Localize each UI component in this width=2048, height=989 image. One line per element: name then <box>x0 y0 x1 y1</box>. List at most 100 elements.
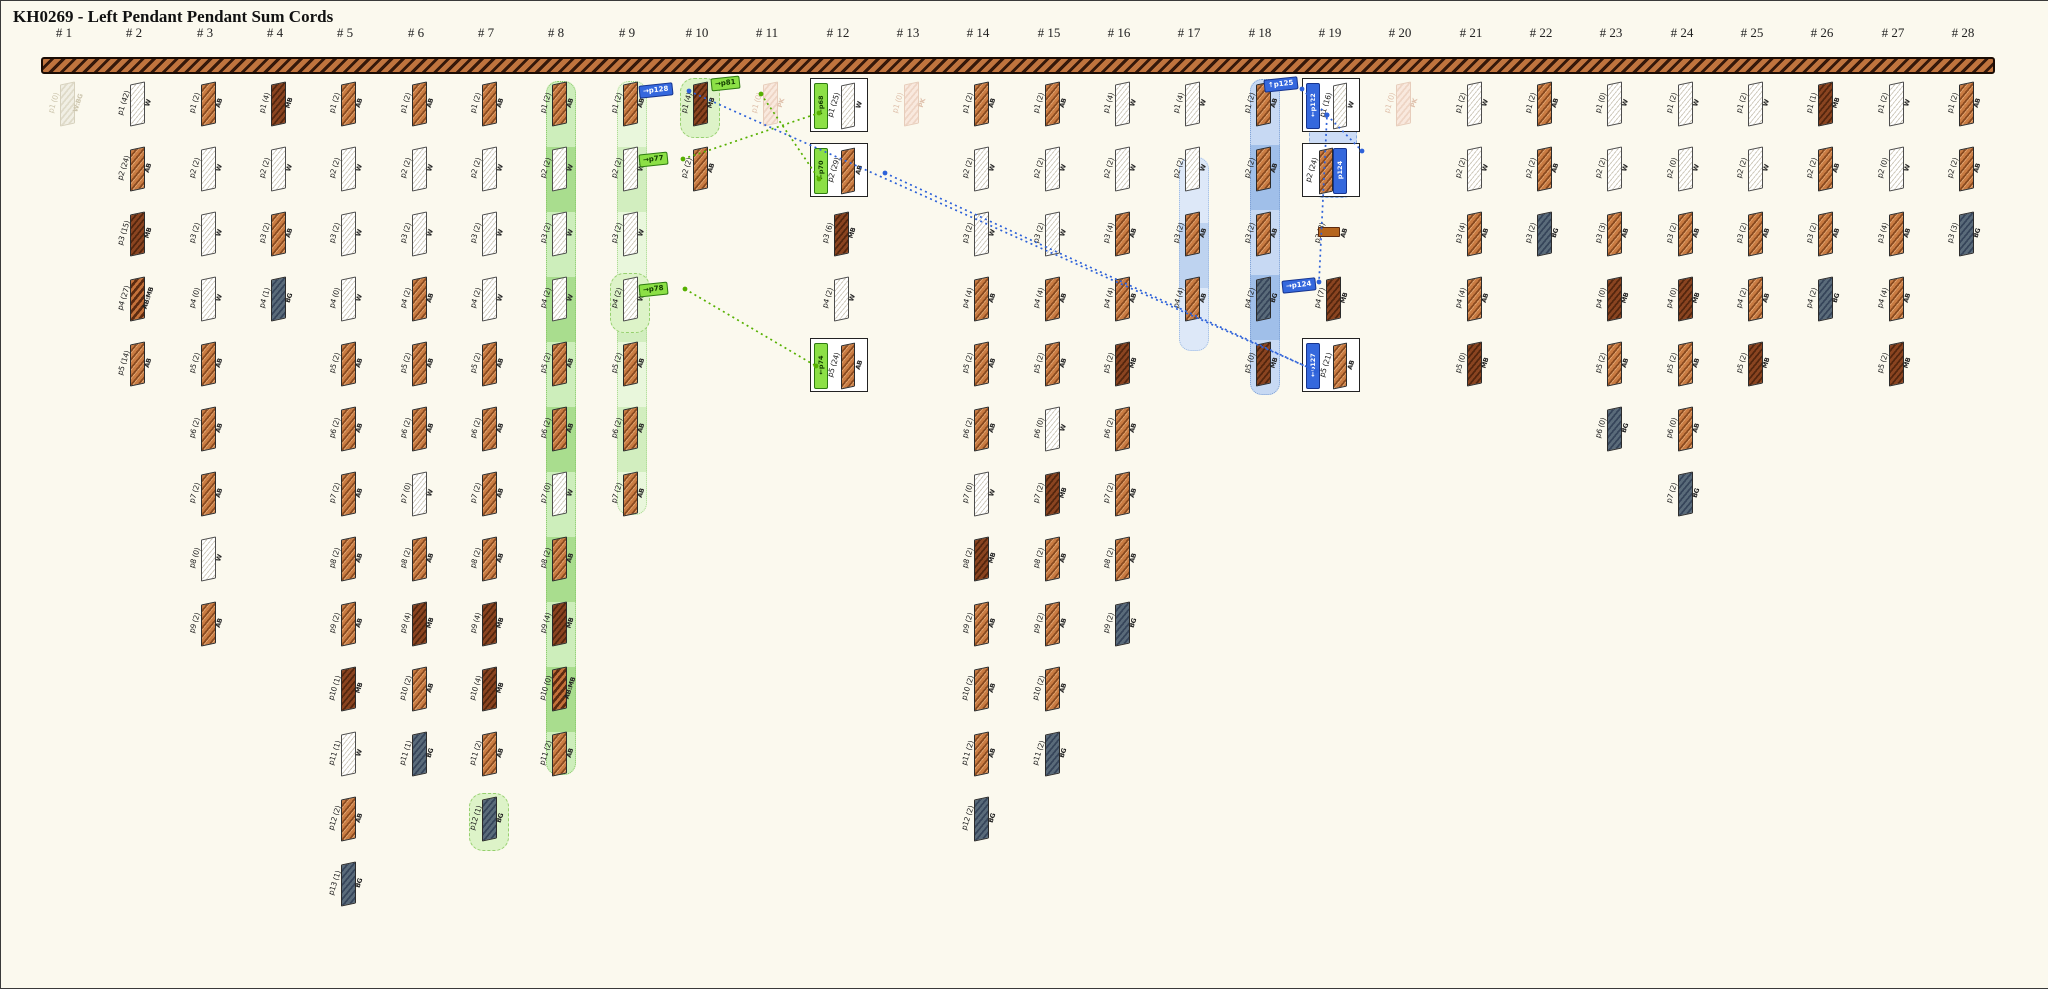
pendant-item-p2[interactable]: p2 (0) W <box>1664 146 1701 194</box>
pendant-item-p9[interactable]: p9 (2) AB <box>960 601 997 649</box>
pendant-item-p5[interactable]: p5 (14) AB <box>115 341 153 389</box>
pendant-item-p3[interactable]: p3 (2) W <box>960 211 997 259</box>
pendant-item-p4[interactable]: p4 (2) W <box>820 276 857 324</box>
pendant-item-p9[interactable]: p9 (4) MB <box>398 601 435 649</box>
sum-cord-box-p1[interactable]: ←p68 p1 (25) W <box>810 78 868 132</box>
pendant-item-p4[interactable]: p4 (2) AB <box>1734 276 1771 324</box>
pendant-item-p5[interactable]: p5 (2) AB <box>1664 341 1701 389</box>
pendant-item-p1[interactable]: p1 (2) W <box>1734 81 1771 129</box>
pendant-item-p11[interactable]: p11 (2) AB <box>537 731 575 779</box>
pendant-item-p4[interactable]: p4 (2) W <box>468 276 505 324</box>
pendant-item-p2[interactable]: p2 (2) W <box>187 146 224 194</box>
pendant-item-p1[interactable]: p1 (4) MB <box>679 81 716 129</box>
pendant-item-p3[interactable]: p3 (2) AB <box>1664 211 1701 259</box>
pendant-item-p9[interactable]: p9 (4) MB <box>538 601 575 649</box>
pendant-item-p7[interactable]: p7 (2) AB <box>187 471 224 519</box>
pendant-item-p12[interactable]: p12 (2) AB <box>326 796 364 844</box>
pendant-item-p7[interactable]: p7 (2) AB <box>468 471 505 519</box>
pendant-item-p1[interactable]: p1 (4) W <box>1171 81 1208 129</box>
pendant-item-p3[interactable]: p3 (2) W <box>1031 211 1068 259</box>
pendant-item-p8[interactable]: p8 (2) AB <box>1101 536 1138 584</box>
pendant-item-p7[interactable]: p7 (2) AB <box>1101 471 1138 519</box>
pendant-item-p3[interactable]: p3 (3) AB <box>1593 211 1630 259</box>
link-badge[interactable]: →p128 <box>638 82 674 99</box>
pendant-item-p11[interactable]: p11 (1) W <box>326 731 364 779</box>
pendant-item-p3[interactable]: p3 (4) AB <box>1101 211 1138 259</box>
pendant-item-p9[interactable]: p9 (2) BG <box>1101 601 1138 649</box>
pendant-item-p10[interactable]: p10 (2) AB <box>1030 666 1068 714</box>
pendant-item-p8[interactable]: p8 (2) AB <box>538 536 575 584</box>
pendant-item-p1[interactable]: p1 (2) W <box>1664 81 1701 129</box>
pendant-item-p8[interactable]: p8 (2) AB <box>327 536 364 584</box>
pendant-item-p4[interactable]: p4 (4) AB <box>1171 276 1208 324</box>
pendant-item-p11[interactable]: p11 (2) AB <box>467 731 505 779</box>
pendant-item-p3[interactable]: p3 (2) AB <box>1734 211 1771 259</box>
pendant-item-p4[interactable]: p4 (0) W <box>187 276 224 324</box>
pendant-item-p5[interactable]: p5 (2) AB <box>538 341 575 389</box>
pendant-item-p8[interactable]: p8 (2) AB <box>1031 536 1068 584</box>
pendant-item-p7[interactable]: p7 (0) W <box>538 471 575 519</box>
pendant-item-p3[interactable]: p3 (2) W <box>398 211 435 259</box>
pendant-item-p3[interactable]: p3 (2) AB <box>1242 211 1279 259</box>
pendant-item-p3[interactable]: p3 (15) MB <box>115 211 153 259</box>
pendant-item-p1[interactable]: p1 (1) MB <box>1804 81 1841 129</box>
pendant-item-p3[interactable]: p3 (2) W <box>538 211 575 259</box>
pendant-item-p8[interactable]: p8 (2) AB <box>398 536 435 584</box>
pendant-item-p1[interactable]: p1 (0) W:BG <box>46 81 85 129</box>
pendant-item-p6[interactable]: p6 (0) BG <box>1593 406 1630 454</box>
pendant-item-p2[interactable]: p2 (2) W <box>1101 146 1138 194</box>
pendant-item-p1[interactable]: p1 (2) AB <box>187 81 224 129</box>
link-badge[interactable]: →p81 <box>710 75 741 92</box>
pendant-item-p6[interactable]: p6 (2) AB <box>538 406 575 454</box>
pendant-item-p4[interactable]: p4 (0) MB <box>1664 276 1701 324</box>
link-badge[interactable]: p124 <box>1333 148 1347 194</box>
pendant-item-p2[interactable]: p2 (2) AB <box>1804 146 1841 194</box>
pendant-item-p2[interactable]: p2 (2) W <box>538 146 575 194</box>
pendant-item-p3[interactable]: p3 (2) BG <box>1523 211 1560 259</box>
pendant-item-p2[interactable]: p2 (2) W <box>609 146 646 194</box>
pendant-item-p1[interactable]: p1 (2) AB <box>468 81 505 129</box>
pendant-item-p9[interactable]: p9 (4) MB <box>468 601 505 649</box>
primary-cord[interactable] <box>41 57 1995 74</box>
pendant-item-p4[interactable]: p4 (7) MB <box>1312 276 1349 324</box>
link-badge[interactable]: →p77 <box>638 151 669 168</box>
pendant-item-p4[interactable]: p4 (1) BG <box>257 276 294 324</box>
pendant-item-p3[interactable]: p3 (2) AB <box>257 211 294 259</box>
pendant-item-p2[interactable]: p2 (2) AB <box>1523 146 1560 194</box>
pendant-item-p9[interactable]: p9 (2) AB <box>187 601 224 649</box>
pendant-item-p4[interactable]: p4 (2) W <box>538 276 575 324</box>
pendant-item-p3[interactable]: p3 (6) MB <box>820 211 857 259</box>
pendant-item-p11[interactable]: p11 (2) BG <box>1030 731 1068 779</box>
pendant-item-p8[interactable]: p8 (2) AB <box>468 536 505 584</box>
pendant-item-p2[interactable]: p2 (2) W <box>1593 146 1630 194</box>
pendant-item-p4[interactable]: p4 (4) AB <box>1453 276 1490 324</box>
pendant-item-p2[interactable]: p2 (24) AB <box>115 146 153 194</box>
sum-cord-box-p5[interactable]: ←p74 p5 (24) AB <box>810 338 868 392</box>
pendant-item-p4[interactable]: p4 (4) AB <box>1875 276 1912 324</box>
pendant-item-p2[interactable]: p2 (2) W <box>468 146 505 194</box>
pendant-item-p7[interactable]: p7 (2) BG <box>1664 471 1701 519</box>
pendant-item-p5[interactable]: p5 (2) MB <box>1875 341 1912 389</box>
pendant-item-p12[interactable]: p12 (1) BG <box>467 796 505 844</box>
pendant-item-p6[interactable]: p6 (2) AB <box>187 406 224 454</box>
pendant-item-p1[interactable]: p1 (2) AB <box>1031 81 1068 129</box>
pendant-item-p5[interactable]: p5 (2) AB <box>327 341 364 389</box>
pendant-item-p4[interactable]: p4 (2) BG <box>1804 276 1841 324</box>
pendant-item-p3[interactable]: p3 (2) W <box>327 211 364 259</box>
pendant-item-p4[interactable]: p4 (0) W <box>327 276 364 324</box>
pendant-item-p4[interactable]: p4 (27) AB:MB <box>115 276 155 324</box>
pendant-item-p3[interactable]: p3 (3) BG <box>1945 211 1982 259</box>
pendant-item-p13[interactable]: p13 (1) BG <box>326 861 364 909</box>
pendant-item-p6[interactable]: p6 (0) AB <box>1664 406 1701 454</box>
pendant-item-p5[interactable]: p5 (2) AB <box>1031 341 1068 389</box>
link-badge[interactable]: ↑p125 <box>1263 76 1299 93</box>
pendant-item-p9[interactable]: p9 (2) AB <box>327 601 364 649</box>
pendant-item-p3[interactable]: p3 (2) W <box>609 211 646 259</box>
pendant-item-p2[interactable]: p2 (2) AB <box>1242 146 1279 194</box>
pendant-item-p5[interactable]: p5 (2) AB <box>398 341 435 389</box>
pendant-item-p9[interactable]: p9 (2) AB <box>1031 601 1068 649</box>
pendant-item-p3[interactable]: p3 (4) AB <box>1875 211 1912 259</box>
link-badge[interactable]: →p78 <box>638 281 669 298</box>
pendant-item-p6[interactable]: p6 (2) AB <box>468 406 505 454</box>
pendant-item-p5[interactable]: p5 (2) AB <box>609 341 646 389</box>
